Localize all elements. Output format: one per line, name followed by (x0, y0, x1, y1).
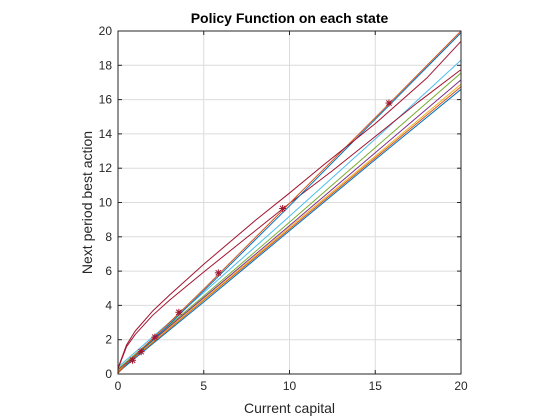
y-tick-label-10: 20 (99, 24, 113, 38)
y-tick-label-0: 0 (105, 367, 112, 381)
y-tick-label-7: 14 (99, 127, 113, 141)
series-line-7 (117, 69, 462, 370)
y-tick-label-5: 10 (99, 196, 113, 210)
series-line-2 (117, 86, 462, 372)
y-tick-label-6: 12 (99, 161, 113, 175)
y-tick-label-9: 18 (99, 58, 113, 72)
series-line-4 (117, 79, 462, 371)
asterisk-marker-2 (137, 348, 145, 356)
x-axis-title: Current capital (244, 400, 335, 416)
asterisk-marker-6 (279, 205, 287, 213)
series-line-3 (117, 83, 462, 371)
axis-ticks: 0 5 10 15 20 0 2 4 6 8 10 12 14 16 18 20 (99, 24, 468, 393)
y-tick-label-2: 4 (105, 298, 112, 312)
chart-title: Policy Function on each state (191, 10, 389, 26)
x-tick-label-0: 0 (115, 379, 122, 393)
series-line-1 (117, 88, 462, 373)
asterisk-marker-3 (151, 333, 159, 341)
asterisk-marker-7 (385, 99, 393, 107)
x-tick-label-1: 5 (200, 379, 207, 393)
y-tick-label-4: 8 (105, 230, 112, 244)
x-tick-label-3: 15 (369, 379, 383, 393)
grid (117, 30, 462, 375)
asterisk-marker-1 (129, 356, 137, 364)
y-axis-title: Next period best action (79, 131, 95, 274)
data-markers (129, 99, 393, 364)
y-tick-label-3: 6 (105, 264, 112, 278)
asterisk-marker-4 (175, 308, 183, 316)
asterisk-marker-5 (214, 269, 222, 277)
y-tick-label-1: 2 (105, 333, 112, 347)
series-line-5 (117, 72, 462, 370)
x-tick-label-2: 10 (283, 379, 297, 393)
y-tick-label-8: 16 (99, 93, 113, 107)
series-line-10 (117, 40, 462, 369)
x-tick-label-4: 20 (454, 379, 468, 393)
